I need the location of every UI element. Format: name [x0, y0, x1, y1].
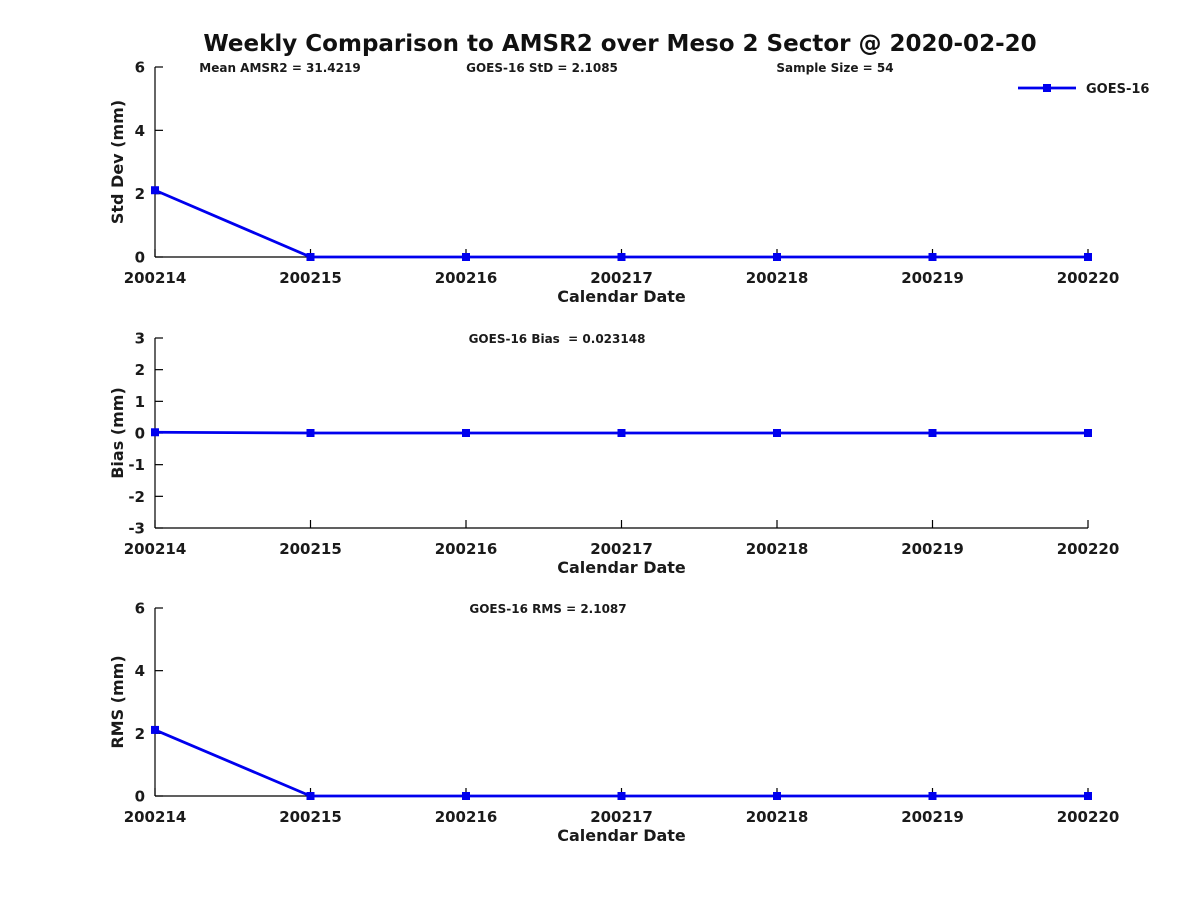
data-point-marker: [306, 429, 315, 437]
stat-annotation: GOES-16 Bias = 0.023148: [469, 332, 646, 346]
x-tick-label: 200214: [124, 808, 187, 826]
y-tick-label: 2: [135, 185, 145, 203]
y-tick-label: 4: [135, 662, 145, 680]
x-tick-label: 200218: [746, 269, 809, 287]
data-point-marker: [151, 725, 159, 734]
y-tick-label: 4: [135, 122, 145, 140]
y-tick-label: -3: [128, 520, 145, 538]
legend-marker: [1043, 84, 1051, 92]
y-axis-title: Bias (mm): [108, 387, 127, 479]
x-axis-title: Calendar Date: [557, 558, 686, 577]
bias-chart: -3 -2 -1 0 1 2 3 200214 200215 200216 200217 200218…: [108, 330, 1120, 578]
legend-label: GOES-16: [1086, 82, 1149, 97]
x-tick-label: 200220: [1057, 808, 1120, 826]
data-point-marker: [151, 428, 159, 437]
x-tick-label: 200216: [435, 808, 498, 826]
stddev-chart: 0 2 4 6 200214 200215 200216 200217 200218 200219…: [108, 59, 1149, 307]
data-line: [154, 188, 1088, 259]
stat-annotation: GOES-16 StD = 2.1085: [466, 61, 618, 75]
data-point-marker: [462, 429, 470, 437]
data-point-marker: [773, 253, 781, 261]
data-point-marker: [928, 429, 937, 437]
y-tick-label: 6: [135, 600, 145, 618]
data-point-marker: [928, 253, 937, 261]
x-tick-label: 200218: [746, 808, 809, 826]
y-tick-label: 2: [135, 361, 145, 379]
stat-annotation: Sample Size = 54: [776, 61, 893, 75]
data-point-marker: [306, 253, 315, 261]
stat-annotation: Mean AMSR2 = 31.4219: [199, 61, 360, 75]
rms-chart: 0 2 4 6 200214 200215 200216 200217 200218 200219…: [108, 600, 1120, 846]
y-tick-label: 3: [135, 330, 145, 348]
x-tick-label: 200217: [590, 808, 653, 826]
x-tick-label: 200217: [590, 269, 653, 287]
x-tick-label: 200220: [1057, 540, 1120, 558]
x-tick-label: 200215: [279, 540, 342, 558]
y-tick-label: 0: [135, 425, 145, 443]
y-tick-label: 0: [135, 249, 145, 267]
data-point-marker: [928, 792, 937, 800]
data-point-marker: [1084, 253, 1092, 261]
x-tick-label: 200219: [901, 269, 964, 287]
data-point-marker: [1084, 429, 1092, 437]
x-tick-label: 200220: [1057, 269, 1120, 287]
x-tick-label: 200215: [279, 808, 342, 826]
x-axis-title: Calendar Date: [557, 287, 686, 306]
data-point-marker: [773, 792, 781, 800]
data-point-marker: [617, 253, 626, 261]
x-tick-label: 200219: [901, 540, 964, 558]
data-point-marker: [617, 792, 626, 800]
y-axis-title: RMS (mm): [108, 655, 127, 748]
x-tick-label: 200217: [590, 540, 653, 558]
x-axis-title: Calendar Date: [557, 826, 686, 845]
stat-annotation: GOES-16 RMS = 2.1087: [469, 602, 626, 616]
y-tick-label: -2: [128, 488, 145, 506]
data-point-marker: [462, 792, 470, 800]
x-tick-label: 200218: [746, 540, 809, 558]
y-tick-label: 6: [135, 59, 145, 77]
data-point-marker: [306, 792, 315, 800]
data-point-marker: [617, 429, 626, 437]
x-tick-label: 200214: [124, 269, 187, 287]
x-tick-label: 200216: [435, 540, 498, 558]
data-point-marker: [1084, 792, 1092, 800]
data-point-marker: [773, 429, 781, 437]
data-point-marker: [462, 253, 470, 261]
y-axis-title: Std Dev (mm): [108, 100, 127, 224]
figure-title: Weekly Comparison to AMSR2 over Meso 2 S…: [203, 31, 1037, 57]
x-tick-label: 200216: [435, 269, 498, 287]
y-tick-label: 2: [135, 725, 145, 743]
y-tick-label: 0: [135, 788, 145, 806]
x-tick-label: 200214: [124, 540, 187, 558]
x-tick-label: 200215: [279, 269, 342, 287]
data-point-marker: [151, 186, 159, 195]
x-tick-label: 200219: [901, 808, 964, 826]
y-tick-label: 1: [135, 393, 145, 411]
data-line: [154, 728, 1088, 798]
y-tick-label: -1: [128, 456, 145, 474]
